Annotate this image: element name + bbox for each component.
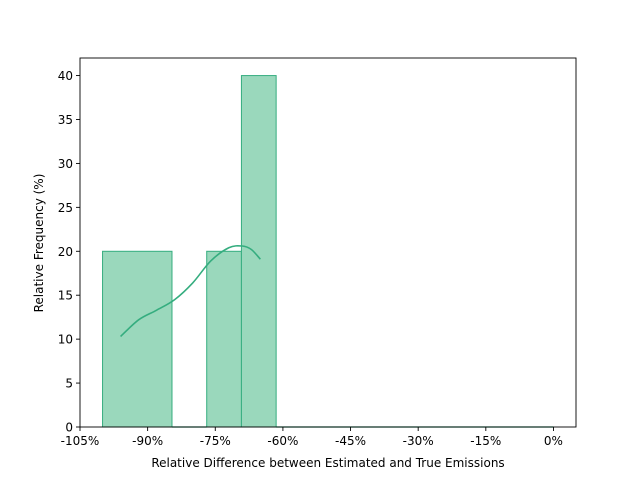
y-tick-label: 20 <box>58 245 73 259</box>
y-tick-label: 40 <box>58 69 73 83</box>
x-axis-label: Relative Difference between Estimated an… <box>151 456 504 470</box>
x-tick-label: -90% <box>132 434 163 448</box>
y-tick-label: 10 <box>58 333 73 347</box>
x-tick-label: -75% <box>200 434 231 448</box>
kde-curve <box>120 244 261 338</box>
x-tick-label: -45% <box>335 434 366 448</box>
y-axis-label: Relative Frequency (%) <box>32 174 46 313</box>
y-tick-label: 25 <box>58 201 73 215</box>
x-tick-label: -30% <box>403 434 434 448</box>
bars-group <box>102 75 554 428</box>
x-tick-label: -105% <box>61 434 100 448</box>
x-tick-label: -15% <box>470 434 501 448</box>
histogram-bar-4 <box>240 75 277 428</box>
axes-group <box>79 57 577 428</box>
y-tick-label: 5 <box>65 377 73 391</box>
plot-frame <box>79 57 577 428</box>
x-tick-label: -60% <box>267 434 298 448</box>
x-tick-label: 0% <box>544 434 563 448</box>
y-tick-label: 30 <box>58 157 73 171</box>
histogram-bar-1 <box>102 250 173 428</box>
histogram-bar-3 <box>206 250 242 428</box>
kde-group <box>120 244 261 338</box>
y-tick-label: 0 <box>65 421 73 435</box>
y-tick-label: 15 <box>58 289 73 303</box>
y-ticks-group: 0 5 10 15 20 25 30 35 40 <box>58 69 80 435</box>
y-tick-label: 35 <box>58 113 73 127</box>
x-ticks-group: -105% -90% -75% -60% -45% -30% -15% 0% <box>61 427 563 448</box>
